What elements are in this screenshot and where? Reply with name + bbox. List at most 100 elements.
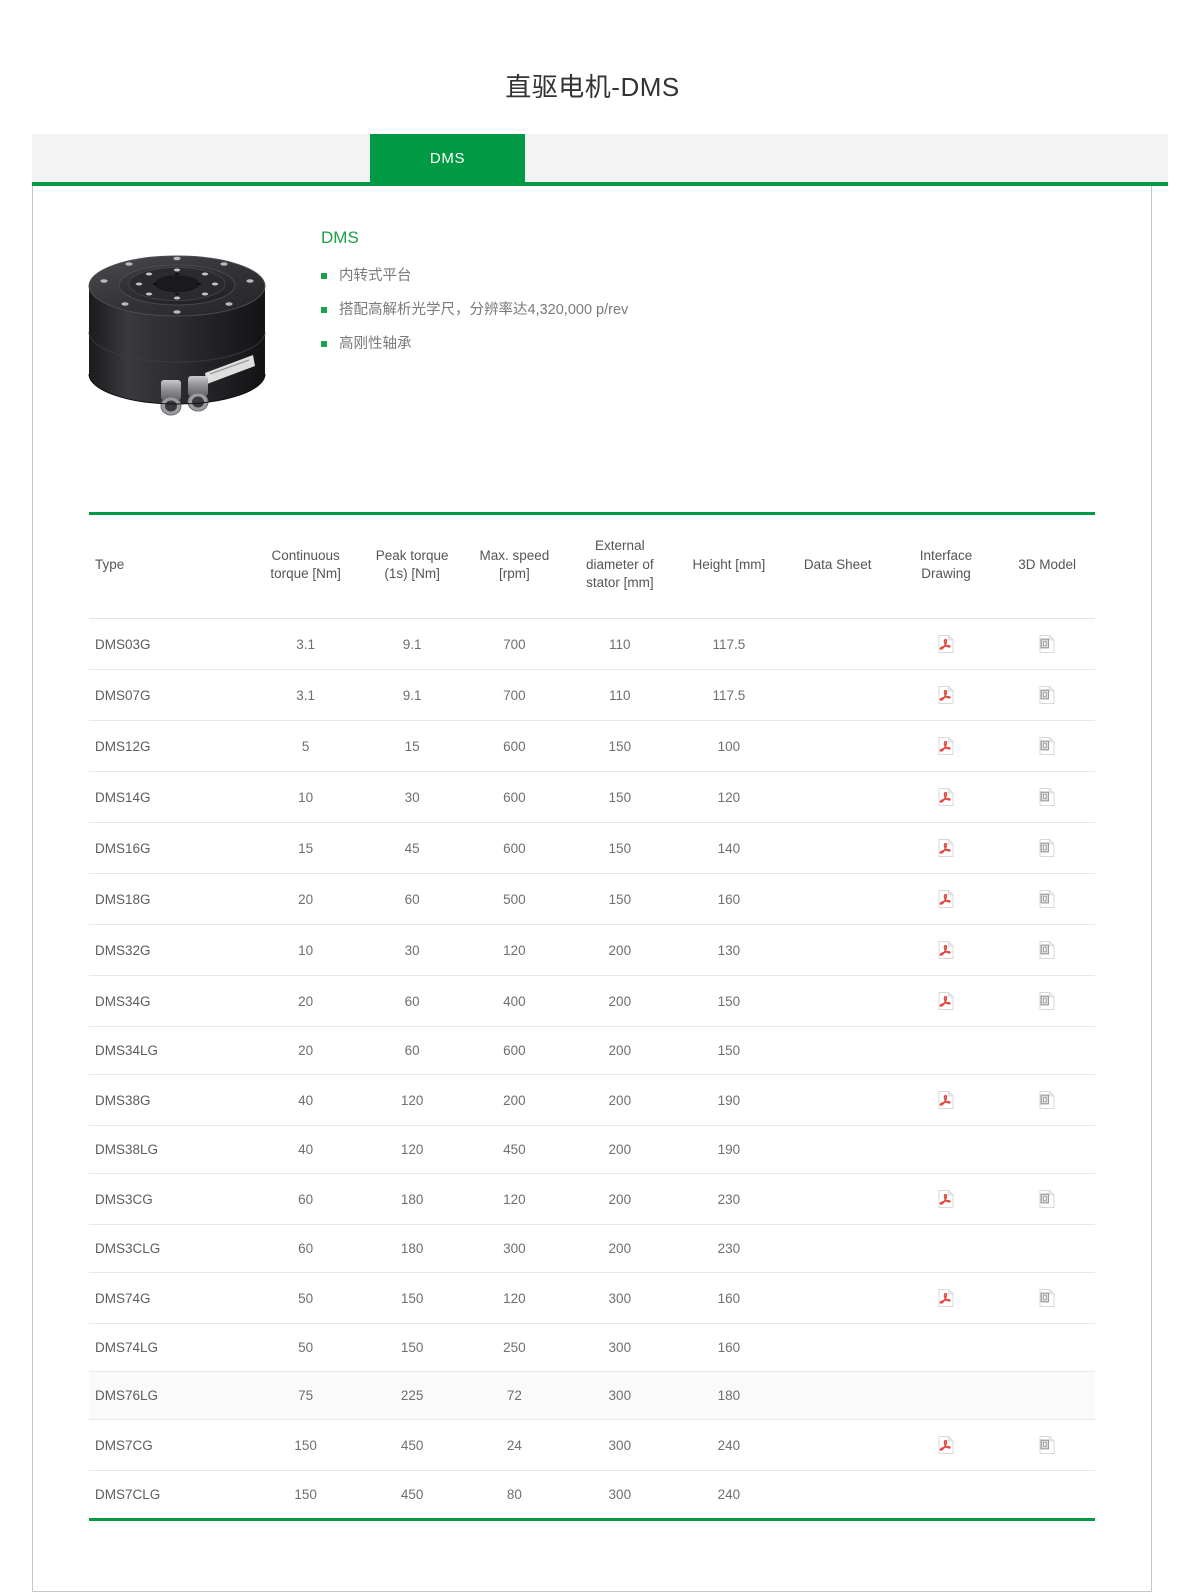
header-line: stator [mm] [586,574,654,590]
pdf-icon[interactable] [938,736,955,756]
pdf-icon[interactable] [938,1288,955,1308]
motor-connectors [160,376,209,416]
cell-stator-diameter: 200 [564,1026,676,1076]
cell-stator-diameter: 300 [564,1323,676,1373]
cell-max-speed: 200 [464,1074,565,1127]
table-row[interactable]: DMS18G 20 60 500 150 160 [89,873,1095,926]
cell-max-speed: 72 [464,1371,565,1421]
cell-continuous-torque: 150 [251,1419,360,1472]
cell-interface-drawing [892,618,1000,671]
table-row[interactable]: DMS3CLG 60 180 300 200 230 [89,1224,1095,1274]
cell-stator-diameter: 300 [564,1272,676,1325]
cell-3d-model [999,1125,1095,1175]
feature-text: 搭配高解析光学尺，分辨率达4,320,000 p/rev [339,302,629,319]
cell-interface-drawing [892,720,1000,773]
cell-height: 190 [675,1074,783,1127]
pdf-icon[interactable] [938,1090,955,1110]
table-row[interactable]: DMS14G 10 30 600 150 120 [89,771,1095,824]
tab-dms[interactable]: DMS [370,134,525,183]
feature-item: 高刚性轴承 [321,334,1151,355]
cell-3d-model [999,720,1095,773]
cell-stator-diameter: 150 [564,822,676,875]
3d-model-icon[interactable] [1039,736,1056,756]
3d-model-icon[interactable] [1039,634,1056,654]
cell-max-speed: 600 [464,771,565,824]
3d-model-icon[interactable] [1039,991,1056,1011]
cell-max-speed: 250 [464,1323,565,1373]
specification-table-wrap: Type Continuous torque [Nm] Peak torque … [89,512,1095,1522]
table-row[interactable]: DMS7CLG 150 450 80 300 240 [89,1471,1095,1520]
cell-interface-drawing [892,771,1000,824]
cell-max-speed: 80 [506,1487,522,1503]
cell-continuous-torque: 40 [251,1074,360,1127]
table-row[interactable]: DMS76LG 75 225 72 300 180 [89,1371,1095,1421]
cell-type: DMS3CLG [89,1224,252,1274]
cell-height: 140 [675,822,783,875]
bullet-square-icon [321,341,327,348]
3d-model-icon[interactable] [1039,1090,1056,1110]
table-row[interactable]: DMS34LG 20 60 600 200 150 [89,1026,1095,1076]
table-row[interactable]: DMS3CG 60 180 120 200 230 [89,1173,1095,1226]
cell-peak-torque: 60 [359,1026,465,1076]
cell-3d-model [999,1224,1095,1274]
cell-height: 117.5 [675,618,783,671]
3d-model-icon[interactable] [1039,1189,1056,1209]
table-row[interactable]: DMS07G 3.1 9.1 700 110 117.5 [89,669,1095,722]
column-header-height: Height [mm] [675,513,783,620]
table-row[interactable]: DMS32G 10 30 120 200 130 [89,924,1095,977]
cell-stator-diameter: 200 [564,924,676,977]
cell-stator-diameter: 200 [564,1125,676,1175]
table-row[interactable]: DMS03G 3.1 9.1 700 110 117.5 [89,618,1095,671]
cell-height: 150 [675,1026,783,1076]
pdf-icon[interactable] [938,1189,955,1209]
3d-model-icon[interactable] [1039,787,1056,807]
table-row[interactable]: DMS12G 5 15 600 150 100 [89,720,1095,773]
cell-peak-torque: 9.1 [359,669,465,722]
product-overview: DMS 内转式平台 搭配高解析光学尺，分辨率达4,320,000 p/rev 高… [33,186,1151,454]
cell-height: 230 [675,1224,783,1274]
cell-data-sheet [782,1224,893,1274]
cell-data-sheet [782,1323,893,1373]
column-header-interface-drawing: Interface Drawing [892,513,1000,620]
cell-data-sheet [782,1173,893,1226]
feature-text: 内转式平台 [339,268,412,285]
cell-interface-drawing [892,1026,1000,1076]
pdf-icon[interactable] [938,838,955,858]
cell-data-sheet [782,1125,893,1175]
feature-item: 搭配高解析光学尺，分辨率达4,320,000 p/rev [321,300,1151,321]
pdf-icon[interactable] [938,787,955,807]
cell-3d-model [999,1471,1095,1520]
table-row[interactable]: DMS38LG 40 120 450 200 190 [89,1125,1095,1175]
3d-model-icon[interactable] [1039,1288,1056,1308]
table-row[interactable]: DMS16G 15 45 600 150 140 [89,822,1095,875]
header-line: diameter of [586,556,654,572]
header-line: Height [mm] [692,556,766,572]
table-row[interactable]: DMS74G 50 150 120 300 160 [89,1272,1095,1325]
cell-interface-drawing [892,1224,1000,1274]
cell-data-sheet [782,975,893,1028]
product-info: DMS 内转式平台 搭配高解析光学尺，分辨率达4,320,000 p/rev 高… [321,220,1151,454]
3d-model-icon[interactable] [1039,838,1056,858]
pdf-icon[interactable] [938,940,955,960]
pdf-icon[interactable] [938,991,955,1011]
header-line: torque [Nm] [270,565,341,581]
3d-model-icon[interactable] [1039,1435,1056,1455]
pdf-icon[interactable] [938,685,955,705]
3d-model-icon[interactable] [1039,940,1056,960]
dms-motor-illustration [88,255,266,416]
cell-data-sheet [782,924,893,977]
table-row[interactable]: DMS7CG 150 450 24 300 240 [89,1419,1095,1472]
3d-model-icon[interactable] [1039,685,1056,705]
cell-continuous-torque: 3.1 [251,669,360,722]
table-row[interactable]: DMS34G 20 60 400 200 150 [89,975,1095,1028]
pdf-icon[interactable] [938,634,955,654]
3d-model-icon[interactable] [1039,889,1056,909]
pdf-icon[interactable] [938,889,955,909]
cell-data-sheet [782,771,893,824]
table-row[interactable]: DMS38G 40 120 200 200 190 [89,1074,1095,1127]
cell-continuous-torque: 20 [251,873,360,926]
table-row[interactable]: DMS74LG 50 150 250 300 160 [89,1323,1095,1373]
cell-height: 160 [675,1272,783,1325]
pdf-icon[interactable] [938,1435,955,1455]
cell-max-speed: 450 [464,1125,565,1175]
